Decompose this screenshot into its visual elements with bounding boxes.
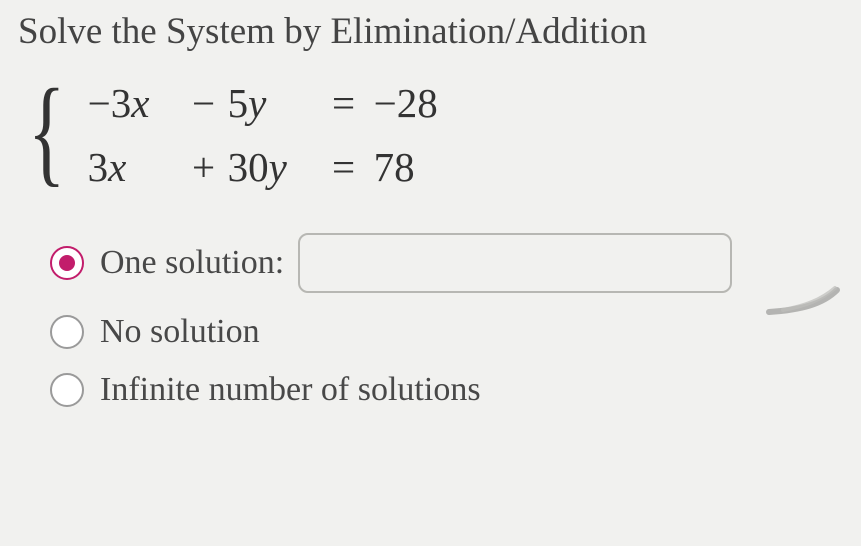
eq2-op: + <box>180 143 228 191</box>
eq1-op: − <box>180 79 228 127</box>
option-one-solution[interactable]: One solution: <box>50 233 843 293</box>
eq1-equals: = <box>320 79 368 127</box>
equations-grid: −3x − 5y = −28 3x + 30y = 78 <box>88 79 460 191</box>
option-infinite-label: Infinite number of solutions <box>100 371 481 409</box>
option-none-label: No solution <box>100 313 260 351</box>
option-infinite-solutions[interactable]: Infinite number of solutions <box>50 371 843 409</box>
eq1-rhs: −28 <box>368 79 460 127</box>
left-brace: { <box>28 78 65 184</box>
eq2-equals: = <box>320 143 368 191</box>
eq2-y-term: 30y <box>228 143 320 191</box>
options-group: One solution: No solution Infinite numbe… <box>50 233 843 409</box>
equation-system: { −3x − 5y = −28 3x + 30y = 78 <box>28 79 843 191</box>
option-one-label: One solution: <box>100 244 284 282</box>
eq1-y-term: 5y <box>228 79 320 127</box>
eq2-x-term: 3x <box>88 143 180 191</box>
radio-no-solution[interactable] <box>50 315 84 349</box>
eq1-x-term: −3x <box>88 79 180 127</box>
page-title: Solve the System by Elimination/Addition <box>18 10 843 53</box>
option-no-solution[interactable]: No solution <box>50 313 843 351</box>
page-root: Solve the System by Elimination/Addition… <box>0 0 861 409</box>
radio-infinite-solutions[interactable] <box>50 373 84 407</box>
radio-one-solution[interactable] <box>50 246 84 280</box>
eq2-rhs: 78 <box>368 143 460 191</box>
one-solution-answer-input[interactable] <box>298 233 732 293</box>
